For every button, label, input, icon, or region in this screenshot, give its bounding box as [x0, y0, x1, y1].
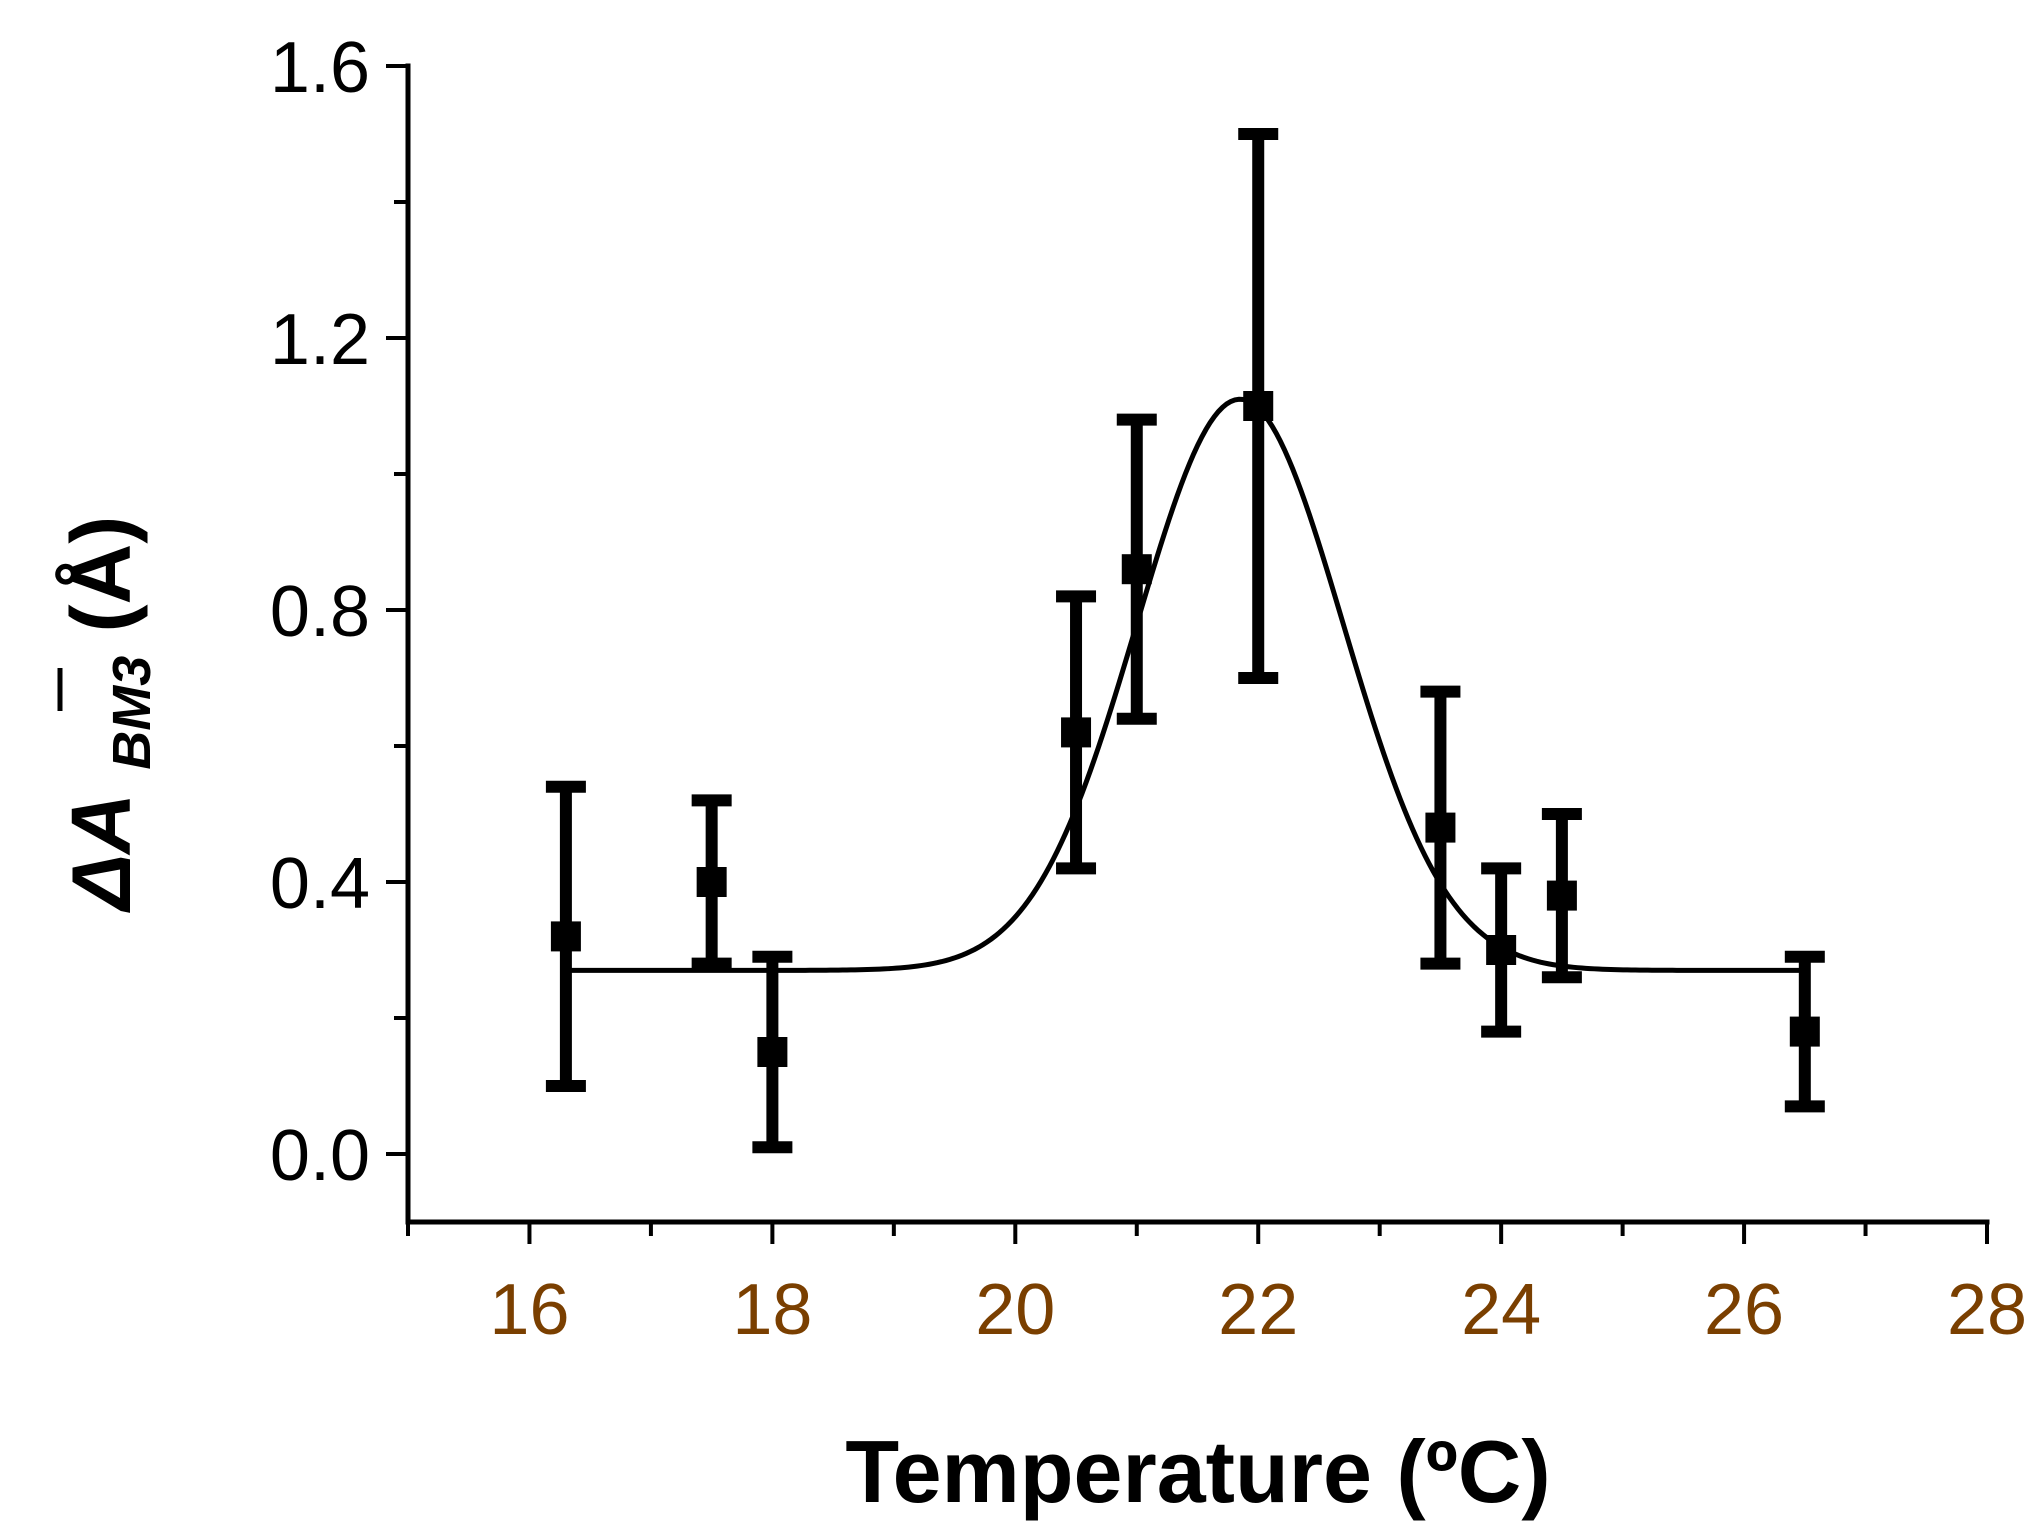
data-marker	[550, 921, 581, 952]
x-tick-label: 28	[1947, 1270, 2027, 1350]
y-axis-title-subscript: BM3	[102, 656, 162, 770]
y-axis-title-symbol: ΔA	[54, 793, 148, 913]
data-marker	[1425, 812, 1456, 843]
data-point	[1481, 862, 1522, 1038]
data-point	[1056, 590, 1097, 875]
data-point	[691, 794, 732, 970]
y-axis-title-unit: (Å)	[54, 516, 148, 633]
axis-tick-labels: 16 18 20 22 24 26 28 0.0 0.4 0.8 1.2 1.6	[270, 28, 2027, 1350]
x-tick-label: 20	[975, 1270, 1055, 1350]
data-marker	[1486, 935, 1517, 965]
y-axis-title: ΔA BM3 (Å)	[54, 516, 168, 913]
data-marker	[1546, 880, 1577, 911]
y-tick-label: 1.2	[270, 300, 370, 380]
y-tick-label: 0.4	[270, 844, 370, 924]
data-marker	[696, 867, 727, 897]
plot-area: 16 18 20 22 24 26 28 0.0 0.4 0.8 1.2 1.6	[270, 28, 2027, 1350]
data-point	[1116, 413, 1157, 725]
data-marker	[1061, 717, 1092, 748]
y-tick-label: 1.6	[270, 28, 370, 108]
x-tick-label: 16	[489, 1270, 569, 1350]
data-layer	[545, 128, 1825, 1154]
x-tick-label: 24	[1461, 1270, 1541, 1350]
data-point	[1238, 128, 1279, 684]
data-marker	[1243, 391, 1274, 421]
data-marker	[1789, 1016, 1820, 1047]
data-marker	[757, 1037, 788, 1067]
y-tick-label: 0.8	[270, 572, 370, 652]
data-point	[1784, 950, 1825, 1113]
fit-curve	[565, 396, 1805, 973]
data-point	[1541, 808, 1582, 984]
x-tick-label: 22	[1218, 1270, 1298, 1350]
fit-layer	[565, 396, 1805, 973]
y-axis-title-text: ΔA BM3 (Å)	[54, 516, 168, 913]
axis-ticks	[386, 64, 1989, 1244]
data-marker	[1121, 554, 1152, 585]
x-tick-label: 26	[1704, 1270, 1784, 1350]
data-point	[1420, 685, 1461, 970]
x-axis-title: Temperature (ºC)	[845, 1422, 1550, 1521]
y-tick-label: 0.0	[270, 1116, 370, 1196]
data-point	[752, 950, 793, 1154]
x-tick-label: 18	[732, 1270, 812, 1350]
data-point	[545, 780, 586, 1092]
